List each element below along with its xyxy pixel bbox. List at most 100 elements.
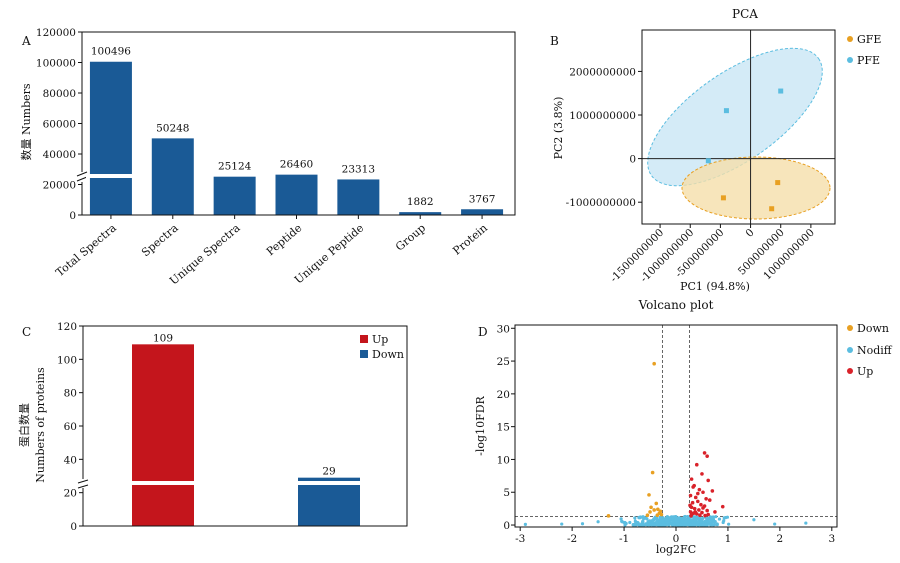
- volcano-point-down: [658, 509, 663, 514]
- volcano-point-nodiff: [661, 518, 665, 523]
- pca-point-gfe: [769, 206, 775, 212]
- volcano-point-up: [705, 454, 709, 458]
- panel-a-bar: [151, 138, 194, 215]
- panel-a-value-label: 50248: [156, 122, 189, 134]
- volcano-point-nodiff: [671, 519, 675, 523]
- panel-d-xtick-label: -1: [619, 533, 629, 545]
- volcano-point-up: [706, 478, 710, 483]
- panel-a-bar: [213, 176, 256, 215]
- panel-d-ylabel: -log10FDR: [474, 395, 487, 455]
- volcano-point-up: [700, 510, 704, 515]
- panel-d-ytick-label: 20: [497, 389, 510, 401]
- panel-a-bar-chart: A 数量 Numbers 0 20000 40000 60000 80000 100000…: [20, 27, 516, 288]
- volcano-point-up: [704, 496, 708, 501]
- legend-down-text: Down: [857, 322, 889, 335]
- pca-point-pfe: [778, 88, 784, 94]
- volcano-point-up: [706, 512, 710, 517]
- volcano-point-up: [701, 506, 705, 510]
- volcano-point-nodiff: [686, 515, 690, 519]
- panel-c-bar-up: [132, 344, 194, 526]
- panel-d-xtick-label: -2: [567, 533, 577, 545]
- panel-c-ytick-label: 0: [70, 521, 77, 533]
- volcano-point-up: [700, 472, 704, 476]
- volcano-point-up: [710, 489, 715, 493]
- panel-d-legend: Down Nodiff Up: [847, 322, 893, 378]
- panel-a-xtick-label: Total Spectra: [53, 221, 119, 279]
- volcano-point-up: [692, 506, 697, 511]
- panel-d-title: Volcano plot: [638, 298, 714, 312]
- volcano-point-nodiff: [665, 515, 669, 519]
- volcano-point-nodiff: [696, 520, 700, 525]
- panel-a-bar: [399, 212, 442, 215]
- volcano-point-nodiff: [683, 523, 687, 527]
- panel-a-value-label: 23313: [342, 163, 375, 175]
- volcano-point-nodiff: [645, 522, 649, 527]
- panel-letter-d: D: [478, 325, 488, 339]
- volcano-point-up: [707, 498, 712, 502]
- panel-d-threshold-lines: [515, 325, 837, 527]
- panel-b-ytick-label: 2000000000: [569, 66, 636, 78]
- panel-c-ylabel: Numbers of proteins: [34, 367, 47, 483]
- panel-d-x-ticks: -3 -2 -1 0 1 2 3: [515, 527, 835, 545]
- volcano-point-nodiff: [717, 517, 722, 521]
- volcano-point-down: [648, 510, 652, 514]
- panel-a-bar: [89, 61, 132, 216]
- panel-a-value-label: 1882: [407, 196, 434, 208]
- panel-b-ytick-label: 1000000000: [569, 110, 636, 122]
- volcano-point-nodiff: [715, 522, 719, 527]
- panel-c-ytick-label: 80: [64, 388, 77, 400]
- panel-b-frame: [641, 29, 836, 225]
- volcano-point-nodiff: [652, 517, 656, 521]
- panel-b-ylabel: PC2 (3.8%): [552, 97, 565, 160]
- volcano-point-down: [655, 513, 660, 517]
- legend-up-text: Up: [857, 365, 873, 378]
- panel-d-volcano: D Volcano plot 0 5 10 15 20 25 30 -3 -2 -1 0 1 2 3 -…: [474, 298, 893, 556]
- volcano-point-up: [696, 491, 700, 496]
- pfe-ellipse: [647, 47, 823, 187]
- panel-a-bar: [275, 174, 318, 215]
- volcano-point-nodiff: [671, 523, 675, 527]
- pca-point-gfe: [720, 195, 726, 201]
- panel-c-ylabel-cn: 蛋白数量: [17, 403, 31, 447]
- panel-c-frame: [82, 325, 408, 527]
- panel-letter-b: B: [550, 34, 559, 48]
- panel-d-xtick-label: 3: [828, 533, 835, 545]
- volcano-point-nodiff: [703, 519, 707, 523]
- panel-d-xlabel: log2FC: [656, 543, 696, 556]
- panel-a-xtick-label: Group: [393, 221, 428, 253]
- volcano-point-nodiff: [628, 520, 632, 525]
- panel-b-xtick-label: 0: [743, 227, 756, 240]
- volcano-point-nodiff: [773, 522, 777, 526]
- panel-c-ytick-label: 60: [64, 421, 77, 433]
- volcano-point-nodiff: [804, 521, 808, 525]
- legend-nodiff-text: Nodiff: [857, 344, 893, 357]
- volcano-point-nodiff: [692, 515, 696, 519]
- pca-point-gfe: [775, 180, 781, 186]
- volcano-point-down: [645, 513, 650, 517]
- panel-a-ytick-label: 20000: [43, 180, 76, 192]
- volcano-point-up: [702, 451, 707, 455]
- panel-c-y-ticks: 0 20 40 60 80 100 120: [57, 321, 83, 533]
- volcano-point-down: [652, 508, 656, 512]
- volcano-point-down: [656, 507, 660, 512]
- volcano-point-down: [647, 493, 651, 497]
- volcano-point-down: [649, 505, 653, 510]
- volcano-point-nodiff: [679, 523, 683, 527]
- panel-a-ytick-label: 40000: [43, 149, 76, 161]
- volcano-point-nodiff: [700, 516, 705, 521]
- panel-a-ytick-label: 100000: [36, 58, 76, 70]
- panel-a-bar: [461, 209, 504, 215]
- panel-c-ytick-label: 20: [64, 488, 77, 500]
- volcano-point-nodiff: [709, 520, 714, 525]
- panel-b-ytick-label: 0: [629, 154, 636, 166]
- volcano-point-up: [720, 504, 725, 509]
- panel-letter-c: C: [22, 325, 31, 339]
- volcano-point-nodiff: [638, 515, 643, 519]
- panel-a-value-label: 3767: [469, 193, 496, 205]
- volcano-point-nodiff: [631, 522, 636, 527]
- panel-d-points: [523, 361, 808, 527]
- legend-pfe-marker: [847, 57, 853, 63]
- volcano-point-up: [694, 462, 699, 467]
- panel-a-value-label: 26460: [280, 159, 313, 171]
- panel-a-xtick-label: Peptide: [264, 221, 304, 258]
